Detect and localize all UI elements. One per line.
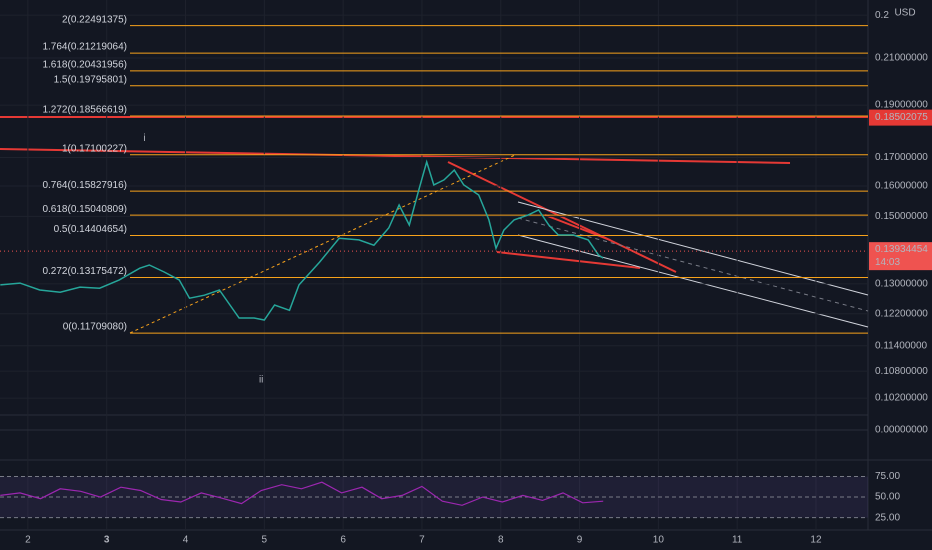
x-tick-label: 2	[25, 535, 31, 546]
price-line	[0, 159, 604, 321]
x-tick-label: 11	[732, 535, 743, 546]
macd-tick-label: 0.00000000	[875, 425, 928, 436]
fib-label: 2(0.22491375)	[62, 14, 127, 25]
x-tick-label: 9	[577, 535, 583, 546]
currency-label: USD	[894, 8, 915, 19]
x-tick-label: 10	[653, 535, 665, 546]
trend-line	[496, 251, 641, 269]
alert-price-label: 0.18502075	[875, 112, 928, 123]
y-tick-label: 0.16000000	[875, 181, 928, 192]
x-tick-label: 12	[810, 535, 822, 546]
y-tick-label: 0.15000000	[875, 211, 928, 222]
fib-label: 0.272(0.13175472)	[42, 266, 127, 277]
y-tick-label: 0.2	[875, 10, 889, 21]
rsi-tick-label: 75.00	[875, 471, 900, 482]
y-tick-label: 0.11400000	[875, 340, 928, 351]
wave-label: i	[143, 133, 145, 144]
x-tick-label: 4	[183, 535, 189, 546]
x-tick-label: 7	[419, 535, 425, 546]
y-tick-label: 0.19000000	[875, 100, 928, 111]
y-tick-label: 0.21000000	[875, 53, 928, 64]
wave-label: ii	[259, 375, 263, 386]
last-price-box	[869, 242, 932, 271]
rsi-line	[0, 481, 604, 506]
fib-label: 0.5(0.14404654)	[54, 224, 127, 235]
fib-label: 1(0.17100227)	[62, 143, 127, 154]
x-tick-label: 5	[262, 535, 268, 546]
channel-line	[517, 201, 869, 296]
x-tick-label: 6	[340, 535, 346, 546]
alert-price-box	[869, 109, 932, 126]
y-tick-label: 0.10800000	[875, 366, 928, 377]
last-price-label: 0.13934454	[875, 244, 928, 255]
x-tick-label: 8	[498, 535, 504, 546]
x-tick-label: 3	[104, 535, 110, 546]
countdown-label: 14:03	[875, 257, 900, 268]
fib-label: 0.618(0.15040809)	[42, 204, 127, 215]
fib-label: 0.764(0.15827916)	[42, 180, 127, 191]
channel-line	[517, 234, 869, 328]
fib-label: 1.618(0.20431956)	[42, 60, 127, 71]
fib-label: 0(0.11709080)	[63, 322, 127, 333]
fib-label: 1.5(0.19795801)	[54, 74, 127, 85]
y-tick-label: 0.13000000	[875, 278, 928, 289]
rsi-tick-label: 50.00	[875, 492, 900, 503]
fib-trend	[129, 154, 516, 334]
fib-label: 1.272(0.18566619)	[42, 105, 127, 116]
trend-line	[447, 161, 677, 273]
fib-label: 1.764(0.21219064)	[42, 42, 127, 53]
y-tick-label: 0.17000000	[875, 152, 928, 163]
y-tick-label: 0.12200000	[875, 308, 928, 319]
rsi-tick-label: 25.00	[875, 512, 900, 523]
y-tick-label: 0.10200000	[875, 393, 928, 404]
